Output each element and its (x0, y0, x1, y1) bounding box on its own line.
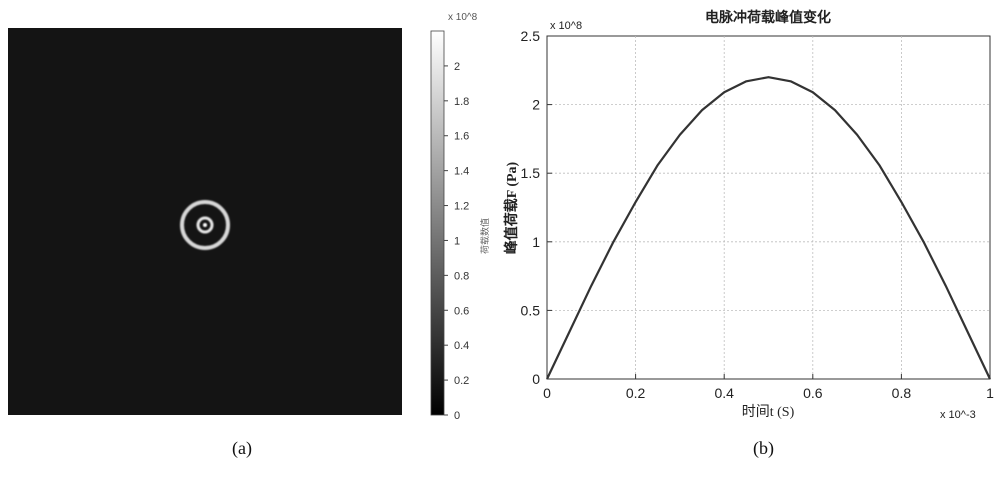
outer-ring (180, 200, 230, 250)
x-tick-label: 0.4 (714, 385, 734, 401)
heatmap-image (8, 28, 402, 415)
colorbar-ticks: 0 0.2 0.4 0.6 0.8 1 1.2 1.4 1.6 1.8 2 (444, 61, 469, 422)
chart-title: 电脉冲荷载峰值变化 (705, 9, 831, 26)
colorbar-tick-label: 0.4 (454, 340, 469, 352)
x-tick-label: 0.2 (626, 385, 646, 401)
colorbar-tick-label: 0.6 (454, 305, 469, 317)
colorbar-tick-label: 1.2 (454, 201, 469, 213)
line-chart: 0 0.2 0.4 0.6 0.8 1 0 0.5 1 1.5 2 2.5 电脉冲荷载峰值变化 时间t… (503, 9, 995, 421)
series-line (546, 76, 991, 380)
colorbar-tick-label: 1.8 (454, 96, 469, 108)
x-tick-label: 0 (543, 385, 551, 401)
panel-a-label: (a) (232, 438, 252, 458)
panel-b: 0 0.2 0.4 0.6 0.8 1 0 0.5 1 1.5 2 2.5 电脉冲荷载峰值变化 时间t… (500, 0, 1000, 496)
colorbar-tick-label: 0.2 (454, 375, 469, 387)
colorbar-label: 荷载数值 (479, 218, 490, 254)
ring-center (203, 223, 207, 227)
x-tick-label: 1 (986, 385, 994, 401)
x-tick-label: 0.6 (803, 385, 823, 401)
y-tick-label: 2.5 (521, 28, 541, 44)
colorbar-multiplier: x 10^8 (448, 12, 478, 23)
panel-b-label: (b) (753, 438, 774, 458)
x-tick-label: 0.8 (892, 385, 912, 401)
axes: 0 0.2 0.4 0.6 0.8 1 0 0.5 1 1.5 2 2.5 (521, 28, 995, 401)
y-tick-label: 2 (532, 97, 540, 113)
x-multiplier: x 10^-3 (940, 409, 976, 421)
y-tick-label: 0.5 (521, 302, 541, 318)
colorbar-tick-label: 0.8 (454, 270, 469, 282)
colorbar-tick-label: 1 (454, 235, 460, 247)
panel-a: 0 0.2 0.4 0.6 0.8 1 1.2 1.4 1.6 1.8 2 x 10^8 荷载数值 … (0, 0, 500, 496)
series (546, 76, 991, 380)
colorbar-tick-label: 2 (454, 61, 460, 73)
y-axis-label: 峰值荷载F (Pa) (503, 161, 520, 254)
y-tick-label: 1.5 (521, 165, 541, 181)
x-axis-label: 时间t (S) (742, 404, 795, 420)
heatmap-figure: 0 0.2 0.4 0.6 0.8 1 1.2 1.4 1.6 1.8 2 x 10^8 荷载数值 (8, 12, 490, 422)
colorbar-tick-label: 0 (454, 410, 460, 422)
colorbar-tick-label: 1.6 (454, 131, 469, 143)
y-tick-label: 0 (532, 371, 540, 387)
colorbar (430, 30, 445, 416)
y-tick-label: 1 (532, 234, 540, 250)
plot-area (546, 35, 991, 380)
inner-ring (196, 216, 214, 234)
ring-feature (180, 200, 230, 250)
colorbar-tick-label: 1.4 (454, 166, 469, 178)
y-multiplier: x 10^8 (550, 20, 582, 32)
